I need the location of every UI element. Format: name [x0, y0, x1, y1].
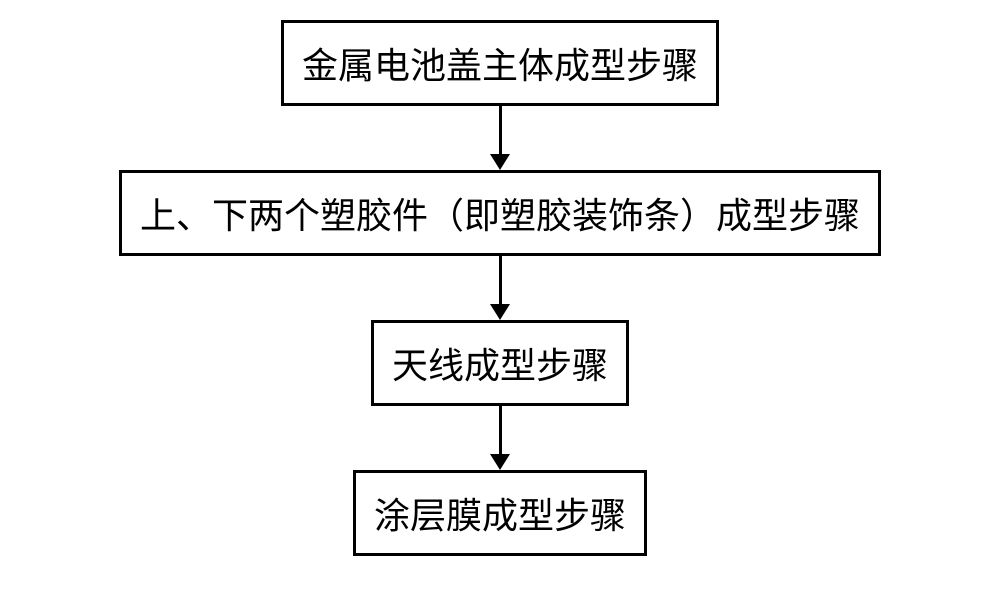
- arrow-head-icon: [490, 454, 510, 470]
- flow-arrow: [490, 106, 510, 170]
- flow-node-label: 天线成型步骤: [392, 337, 608, 389]
- arrow-line: [499, 106, 502, 154]
- flow-arrow: [490, 406, 510, 470]
- flow-node-label: 金属电池盖主体成型步骤: [302, 37, 698, 89]
- flow-node-step2: 上、下两个塑胶件（即塑胶装饰条）成型步骤: [119, 170, 881, 256]
- flowchart-container: 金属电池盖主体成型步骤上、下两个塑胶件（即塑胶装饰条）成型步骤天线成型步骤涂层膜…: [30, 20, 970, 556]
- flow-arrow: [490, 256, 510, 320]
- flow-node-step1: 金属电池盖主体成型步骤: [281, 20, 719, 106]
- flow-node-label: 上、下两个塑胶件（即塑胶装饰条）成型步骤: [140, 187, 860, 239]
- arrow-head-icon: [490, 154, 510, 170]
- flow-node-step4: 涂层膜成型步骤: [353, 470, 647, 556]
- arrow-line: [499, 256, 502, 304]
- arrow-head-icon: [490, 304, 510, 320]
- flow-node-step3: 天线成型步骤: [371, 320, 629, 406]
- arrow-line: [499, 406, 502, 454]
- flow-node-label: 涂层膜成型步骤: [374, 487, 626, 539]
